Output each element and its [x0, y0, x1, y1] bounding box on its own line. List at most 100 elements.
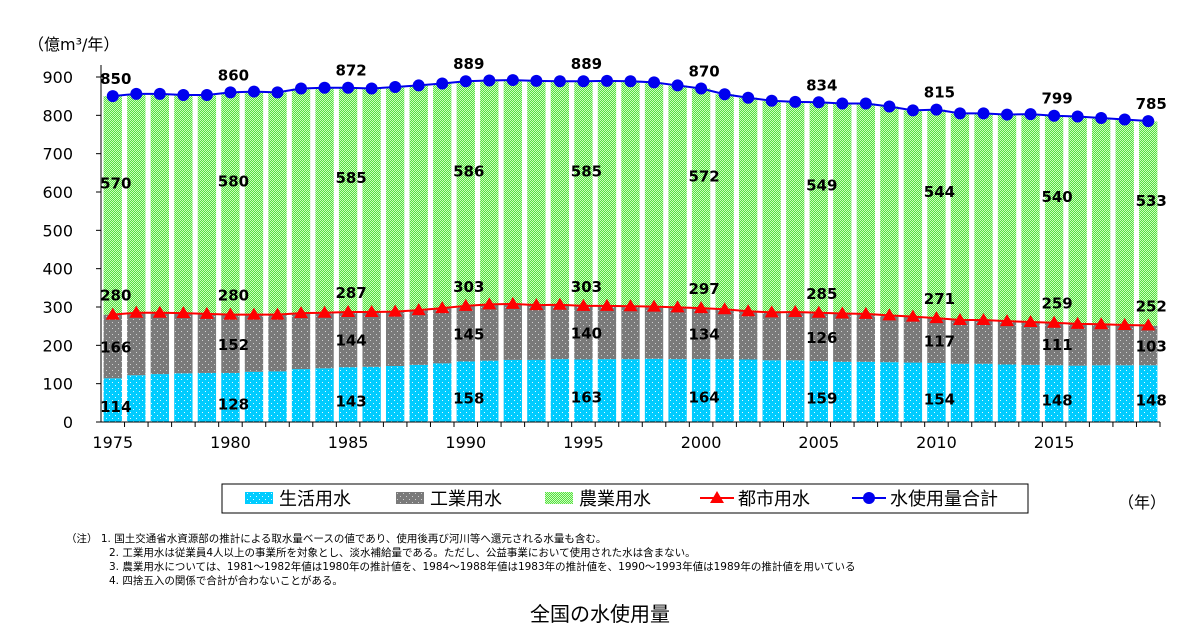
total-point: [436, 77, 449, 90]
municipal-point: [176, 306, 191, 319]
bar-domestic: [950, 363, 970, 422]
municipal-point: [764, 305, 779, 318]
municipal-label: 252: [1136, 297, 1167, 315]
total-point: [1048, 109, 1061, 122]
municipal-point: [576, 298, 591, 311]
bar-agricultural: [880, 106, 899, 316]
bar-agricultural: [762, 100, 781, 313]
bar-agricultural: [738, 97, 758, 312]
total-point: [389, 80, 402, 93]
municipal-point: [1117, 318, 1132, 331]
bar-industrial: [997, 321, 1017, 365]
bar-domestic: [1044, 365, 1064, 422]
municipal-point: [388, 304, 403, 317]
municipal-point: [835, 306, 850, 319]
domestic-label: 158: [453, 390, 484, 408]
total-point: [318, 81, 331, 94]
bar-industrial: [433, 308, 452, 364]
bar-industrial: [880, 315, 899, 363]
y-tick-label: 700: [42, 145, 73, 164]
bar-industrial: [291, 313, 311, 370]
bar-industrial: [715, 309, 734, 360]
lines: [105, 74, 1156, 331]
legend-label: 農業用水: [579, 489, 651, 510]
agricultural-label: 533: [1136, 192, 1167, 210]
bar-industrial: [1139, 325, 1158, 366]
bar-domestic: [103, 378, 122, 422]
legend-triangle-icon: [710, 491, 724, 503]
y-tick-label: 300: [42, 298, 73, 317]
bar-agricultural: [691, 88, 711, 308]
bar-agricultural: [1115, 119, 1134, 326]
total-label: 870: [688, 63, 719, 81]
municipal-point: [129, 305, 144, 318]
legend-circle-icon: [863, 492, 875, 504]
total-point: [224, 86, 237, 99]
bar-agricultural: [456, 81, 475, 306]
bar-agricultural: [103, 96, 122, 315]
bar-domestic: [644, 358, 664, 422]
domestic-label: 148: [1041, 392, 1072, 410]
municipal-label: 280: [100, 287, 131, 305]
y-tick-label: 500: [42, 221, 73, 240]
bar-agricultural: [950, 113, 970, 321]
municipal-point: [694, 301, 709, 314]
bar-domestic: [856, 361, 876, 422]
bar-agricultural: [856, 103, 876, 314]
x-tick-label: 1980: [210, 433, 251, 452]
bar-agricultural: [1021, 114, 1040, 322]
bar-industrial: [480, 304, 499, 361]
bar-domestic: [1115, 365, 1134, 422]
bar-industrial: [1115, 325, 1134, 366]
bar-agricultural: [197, 95, 217, 314]
municipal-point: [858, 306, 873, 319]
total-point: [130, 87, 143, 100]
y-tick-label: 900: [42, 68, 73, 87]
bar-agricultural: [1044, 115, 1064, 323]
bar-domestic: [503, 359, 523, 422]
bar-industrial: [103, 314, 122, 379]
bar-domestic: [903, 362, 923, 422]
bar-industrial: [950, 320, 970, 364]
municipal-point: [929, 311, 944, 324]
bar-industrial: [409, 310, 428, 365]
bar-industrial: [174, 313, 193, 374]
industrial-label: 152: [218, 336, 249, 354]
municipal-label: 271: [924, 290, 955, 308]
bar-domestic: [291, 369, 311, 422]
total-point: [1024, 108, 1037, 121]
municipal-point: [552, 297, 567, 310]
bar-domestic: [150, 374, 170, 422]
municipal-point: [882, 308, 897, 321]
note-text: 1. 国土交通省水資源部の推計による取水量ベースの値であり、使用後再び河川等へ還…: [100, 533, 607, 545]
bar-agricultural: [385, 86, 405, 312]
bar-domestic: [338, 367, 358, 422]
bar-domestic: [362, 366, 381, 422]
bar-industrial: [597, 305, 617, 360]
bar-agricultural: [997, 114, 1017, 322]
bar-domestic: [809, 361, 828, 422]
agricultural-label: 572: [688, 168, 719, 186]
notes: （注） 1. 国土交通省水資源部の推計による取水量ベースの値であり、使用後再び河…: [66, 532, 856, 588]
total-label: 834: [806, 76, 837, 94]
bar-domestic: [127, 375, 146, 422]
industrial-label: 134: [688, 325, 719, 343]
x-tick-label: 1995: [563, 433, 604, 452]
bar-industrial: [691, 307, 711, 360]
total-point: [1095, 112, 1108, 125]
domestic-label: 128: [218, 395, 249, 413]
bar-domestic: [1091, 365, 1111, 422]
bar-domestic: [880, 362, 899, 422]
municipal-point: [435, 301, 450, 314]
municipal-point: [717, 302, 732, 315]
total-point: [106, 90, 119, 103]
bar-agricultural: [1139, 121, 1158, 326]
municipal-point: [529, 298, 544, 311]
industrial-label: 103: [1136, 338, 1167, 356]
agricultural-label: 544: [924, 183, 955, 201]
municipal-point: [905, 309, 920, 322]
bar-industrial: [338, 311, 358, 368]
municipal-point: [599, 298, 614, 311]
bar-domestic: [574, 359, 593, 422]
municipal-label: 303: [453, 278, 484, 296]
